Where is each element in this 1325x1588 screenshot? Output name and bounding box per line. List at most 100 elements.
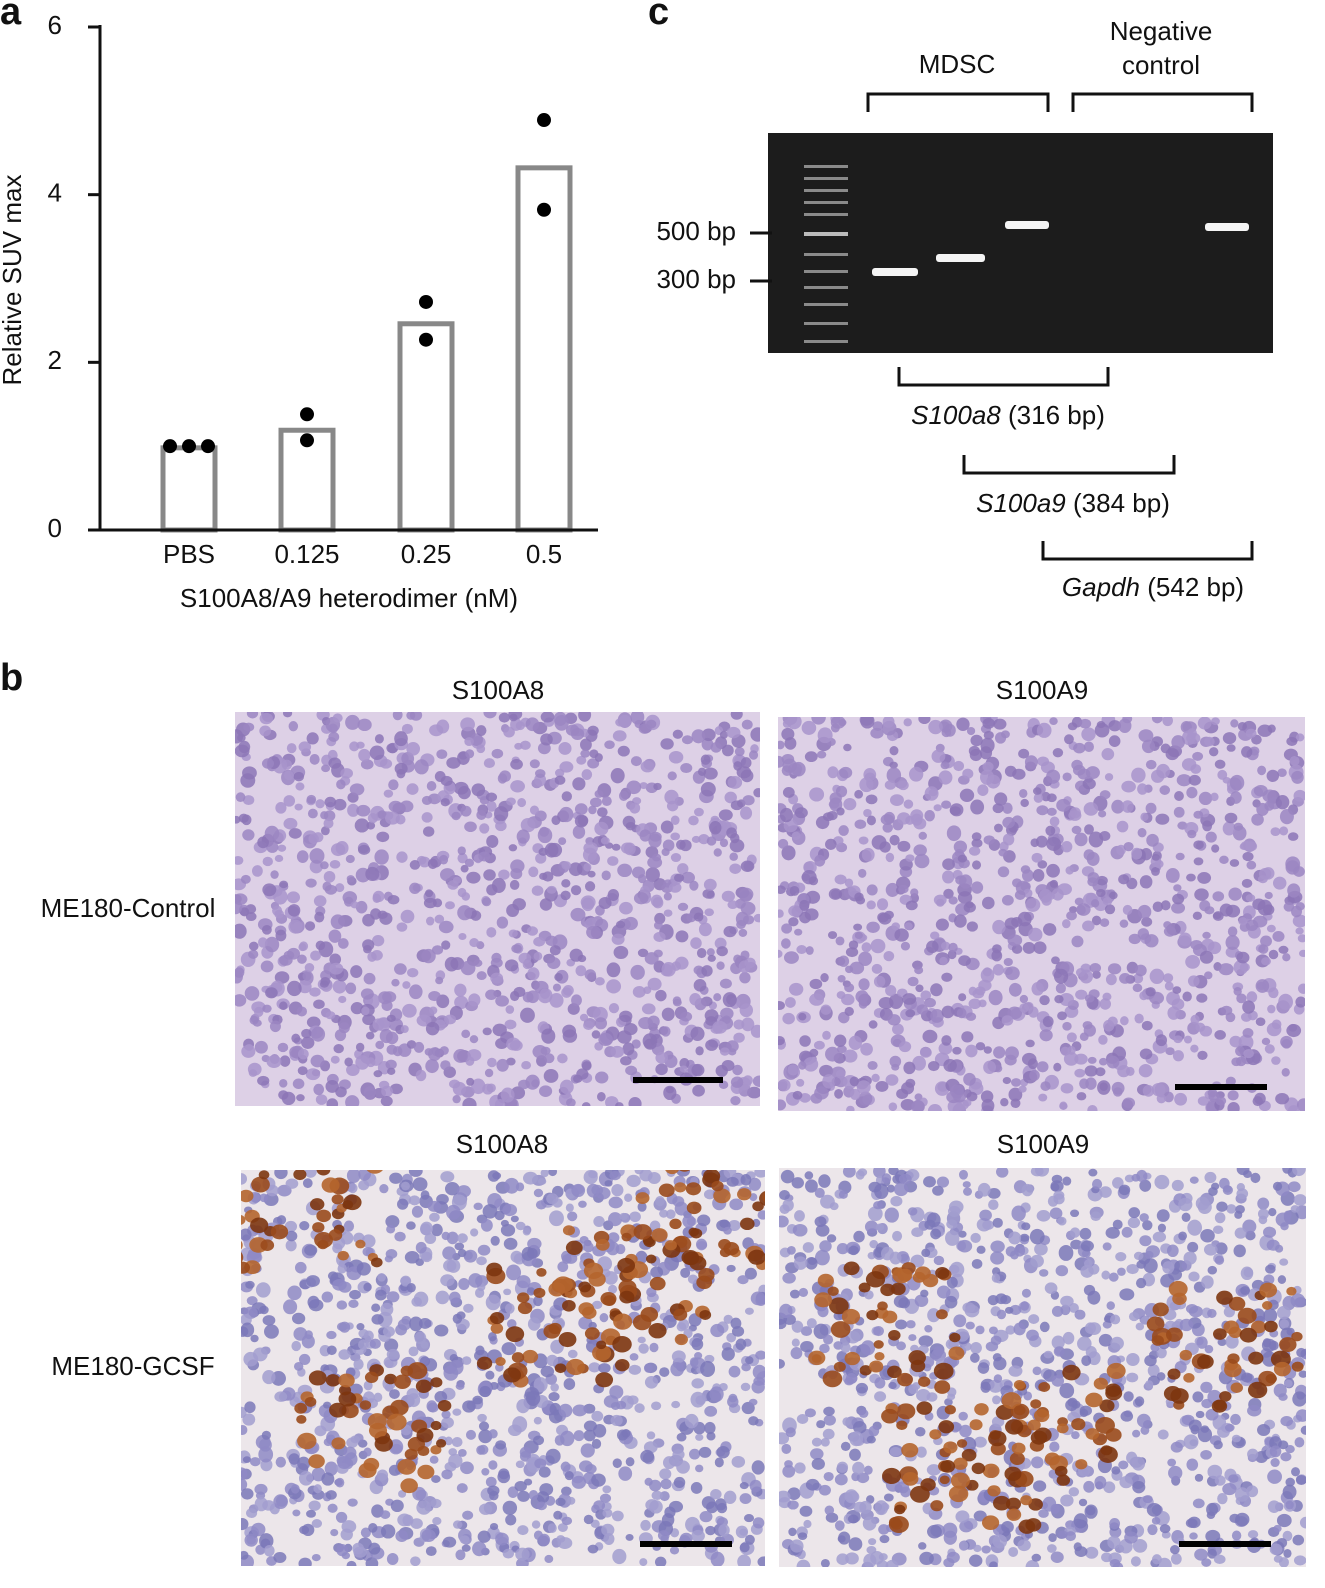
nucleus: [647, 977, 662, 991]
nucleus: [293, 771, 305, 782]
nucleus: [1292, 1168, 1306, 1177]
nucleus: [461, 1029, 471, 1039]
nucleus: [264, 1544, 275, 1557]
nucleus: [420, 1341, 429, 1349]
nucleus: [698, 922, 712, 937]
nucleus: [241, 1173, 248, 1185]
nucleus: [643, 986, 652, 995]
nucleus: [383, 789, 394, 798]
nucleus: [992, 919, 1006, 935]
nucleus: [783, 951, 799, 964]
stained-cell: [829, 1297, 849, 1315]
nucleus: [722, 1015, 731, 1024]
nucleus: [1242, 851, 1254, 862]
nucleus: [1019, 1003, 1030, 1013]
nucleus: [778, 1036, 785, 1046]
nucleus: [1053, 1346, 1065, 1357]
nucleus: [1084, 1259, 1093, 1268]
nucleus: [376, 1469, 389, 1481]
nucleus: [873, 975, 886, 988]
stained-cell: [363, 1457, 380, 1472]
nucleus: [311, 1553, 321, 1562]
stained-cell: [1030, 1399, 1042, 1409]
nucleus: [254, 1040, 268, 1054]
nucleus: [442, 1246, 456, 1260]
nucleus: [539, 898, 553, 911]
nucleus: [889, 834, 900, 846]
nucleus: [516, 1399, 530, 1414]
nucleus: [913, 817, 927, 830]
column-title: S100A9: [996, 675, 1089, 705]
nucleus: [1059, 1101, 1068, 1110]
nucleus: [534, 769, 546, 778]
nucleus: [848, 1245, 859, 1256]
nucleus: [630, 756, 642, 767]
nucleus: [539, 988, 551, 999]
nucleus: [1029, 1069, 1040, 1081]
nucleus: [1077, 768, 1091, 780]
stained-cell: [808, 1350, 826, 1366]
nucleus: [561, 987, 572, 998]
nucleus: [906, 1320, 916, 1329]
nucleus: [798, 1012, 807, 1021]
nucleus: [1196, 993, 1208, 1003]
nucleus: [1155, 1034, 1168, 1047]
nucleus: [377, 1272, 386, 1282]
nucleus: [472, 1395, 483, 1405]
stained-cell: [1033, 1409, 1050, 1423]
nucleus: [462, 1400, 476, 1413]
nucleus: [1036, 805, 1049, 816]
nucleus: [361, 1006, 370, 1016]
nucleus: [1284, 1379, 1293, 1388]
nucleus: [897, 780, 909, 791]
nucleus: [1268, 1340, 1279, 1351]
stained-cell: [992, 1495, 1011, 1511]
nucleus: [485, 1476, 497, 1488]
nucleus: [1146, 833, 1159, 847]
nucleus: [814, 1187, 825, 1199]
nucleus: [297, 954, 307, 964]
nucleus: [315, 940, 326, 951]
nucleus: [377, 991, 392, 1005]
nucleus: [790, 1539, 804, 1553]
nucleus: [905, 1009, 916, 1018]
nucleus: [1188, 774, 1201, 786]
nucleus: [665, 1209, 676, 1220]
nucleus: [958, 993, 967, 1002]
nucleus: [241, 1467, 248, 1481]
nucleus: [304, 963, 315, 973]
nucleus: [1242, 1028, 1254, 1038]
nucleus: [1137, 828, 1147, 838]
histology-tile: [241, 1170, 765, 1566]
stained-cell: [1213, 1328, 1227, 1340]
nucleus: [822, 1074, 836, 1089]
data-point: [201, 439, 215, 454]
nucleus: [1050, 1551, 1064, 1563]
nucleus: [288, 721, 299, 732]
nucleus: [482, 1204, 498, 1219]
nucleus: [1234, 1487, 1250, 1502]
nucleus: [264, 1324, 279, 1339]
nucleus: [671, 1400, 681, 1409]
nucleus: [739, 1542, 750, 1553]
nucleus: [965, 1321, 975, 1330]
nucleus: [350, 901, 360, 909]
nucleus: [939, 956, 948, 966]
nucleus: [1118, 1460, 1129, 1470]
nucleus: [734, 746, 745, 757]
nucleus: [958, 955, 971, 966]
nucleus: [335, 1477, 345, 1488]
nucleus: [277, 1042, 289, 1053]
nucleus: [549, 1210, 564, 1227]
nucleus: [1139, 1179, 1152, 1192]
nucleus: [619, 901, 633, 915]
nucleus: [1287, 1181, 1301, 1193]
stained-cell: [374, 1436, 393, 1452]
nucleus: [355, 1042, 365, 1052]
nucleus: [992, 1534, 1008, 1549]
nucleus: [881, 1173, 892, 1184]
nucleus: [782, 1272, 796, 1284]
nucleus: [1298, 1370, 1306, 1378]
nucleus: [436, 749, 448, 759]
nucleus: [1030, 838, 1040, 848]
